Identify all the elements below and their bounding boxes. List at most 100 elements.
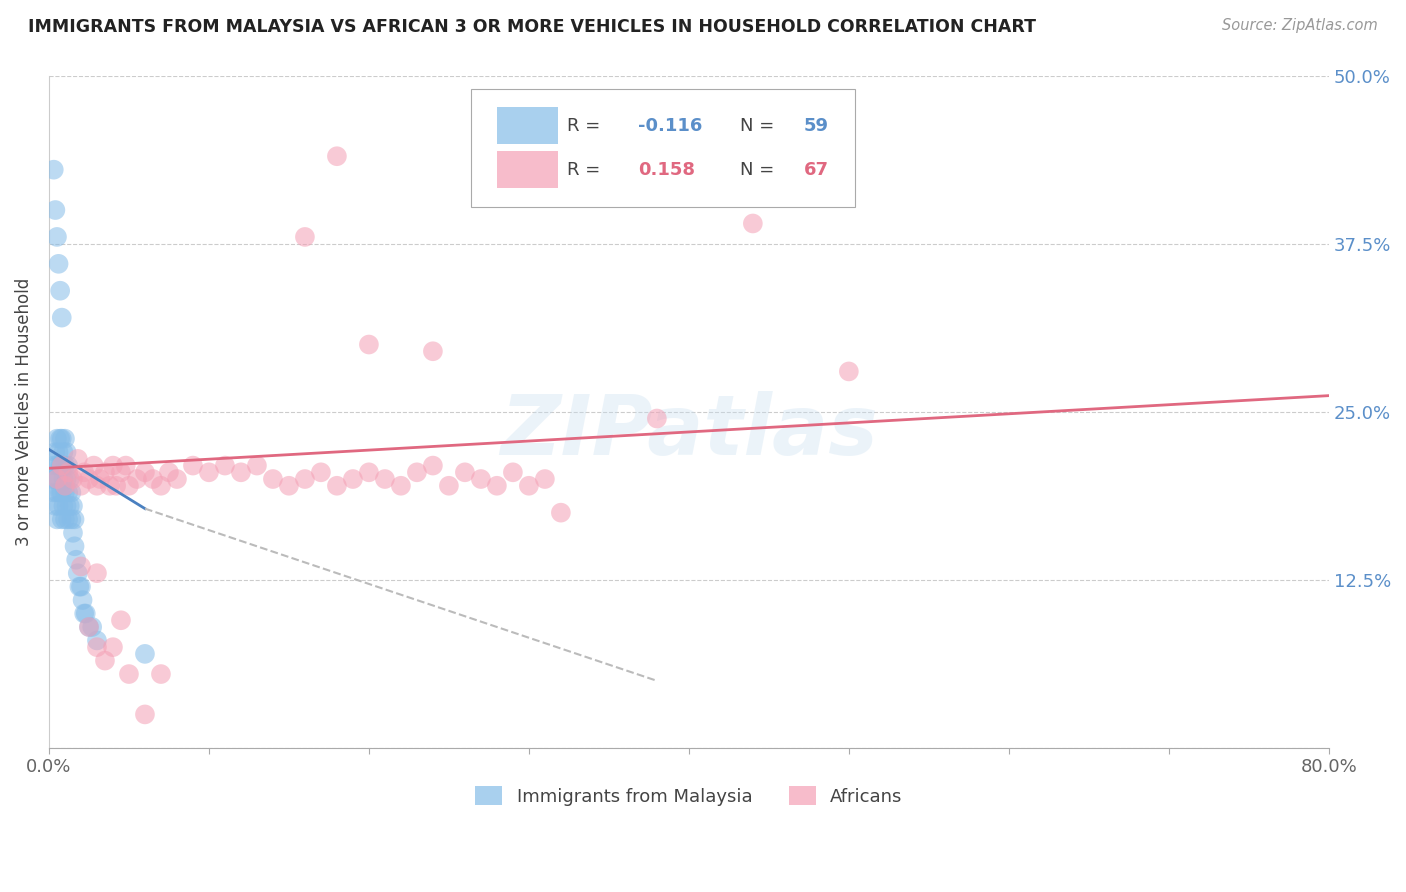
Point [55, 499, 77, 513]
Point [53, 432, 76, 446]
Point [52, 445, 75, 459]
Point [94, 654, 117, 668]
Point [326, 479, 349, 493]
Point [63, 512, 86, 526]
Text: N =: N = [740, 161, 780, 178]
Point [149, 479, 172, 493]
Point [470, 472, 492, 486]
Point [66, 566, 89, 581]
Point [262, 472, 284, 486]
Point [86, 640, 108, 655]
Point [98, 479, 121, 493]
Point [181, 458, 204, 473]
Point [46, 472, 69, 486]
Point [645, 411, 668, 425]
Point [48, 257, 70, 271]
Point [389, 479, 412, 493]
Point [110, 613, 132, 627]
Point [89, 472, 111, 486]
Point [422, 344, 444, 359]
Text: N =: N = [740, 117, 780, 135]
Point [46, 485, 69, 500]
Point [94, 465, 117, 479]
Point [66, 451, 89, 466]
Point [62, 499, 84, 513]
Point [77, 472, 100, 486]
FancyBboxPatch shape [496, 151, 558, 188]
Point [406, 465, 429, 479]
Y-axis label: 3 or more Vehicles in Household: 3 or more Vehicles in Household [15, 277, 32, 546]
Point [72, 593, 94, 607]
Point [437, 479, 460, 493]
Point [357, 337, 380, 351]
Text: 59: 59 [804, 117, 830, 135]
Point [62, 525, 84, 540]
Point [246, 458, 269, 473]
Point [51, 458, 73, 473]
Point [52, 472, 75, 486]
Point [46, 458, 69, 473]
Point [77, 620, 100, 634]
Point [48, 499, 70, 513]
Point [422, 458, 444, 473]
Point [86, 566, 108, 581]
Point [60, 512, 83, 526]
Text: ZIPatlas: ZIPatlas [501, 392, 877, 473]
Text: 67: 67 [804, 161, 830, 178]
Point [134, 647, 156, 661]
Text: R =: R = [567, 117, 606, 135]
Point [105, 479, 128, 493]
Point [42, 162, 65, 177]
Point [49, 485, 72, 500]
Point [198, 465, 221, 479]
Point [46, 230, 69, 244]
Point [134, 707, 156, 722]
Point [44, 445, 66, 459]
Point [53, 479, 76, 493]
Point [53, 512, 76, 526]
Point [59, 499, 82, 513]
Point [55, 445, 77, 459]
Point [534, 472, 557, 486]
Point [62, 472, 84, 486]
Point [55, 472, 77, 486]
Point [86, 479, 108, 493]
Point [118, 479, 141, 493]
Point [75, 607, 97, 621]
Point [142, 472, 165, 486]
FancyBboxPatch shape [496, 107, 558, 145]
Text: 0.158: 0.158 [638, 161, 695, 178]
Point [326, 149, 349, 163]
Point [70, 559, 93, 574]
Point [59, 472, 82, 486]
Point [73, 465, 96, 479]
Point [42, 485, 65, 500]
Point [67, 580, 90, 594]
Text: -0.116: -0.116 [638, 117, 702, 135]
Point [49, 458, 72, 473]
Point [53, 458, 76, 473]
Point [101, 458, 124, 473]
Point [374, 472, 396, 486]
Point [44, 202, 66, 217]
Point [485, 479, 508, 493]
Point [65, 553, 87, 567]
Point [342, 472, 364, 486]
Point [83, 458, 105, 473]
Point [294, 472, 316, 486]
Point [51, 432, 73, 446]
Point [517, 479, 540, 493]
Point [70, 479, 93, 493]
Point [309, 465, 332, 479]
Point [48, 445, 70, 459]
Point [77, 620, 100, 634]
Point [229, 465, 252, 479]
Point [114, 458, 136, 473]
Point [70, 580, 93, 594]
Point [56, 512, 79, 526]
Point [41, 472, 63, 486]
Point [86, 633, 108, 648]
Point [550, 506, 572, 520]
Point [49, 284, 72, 298]
Point [278, 479, 301, 493]
